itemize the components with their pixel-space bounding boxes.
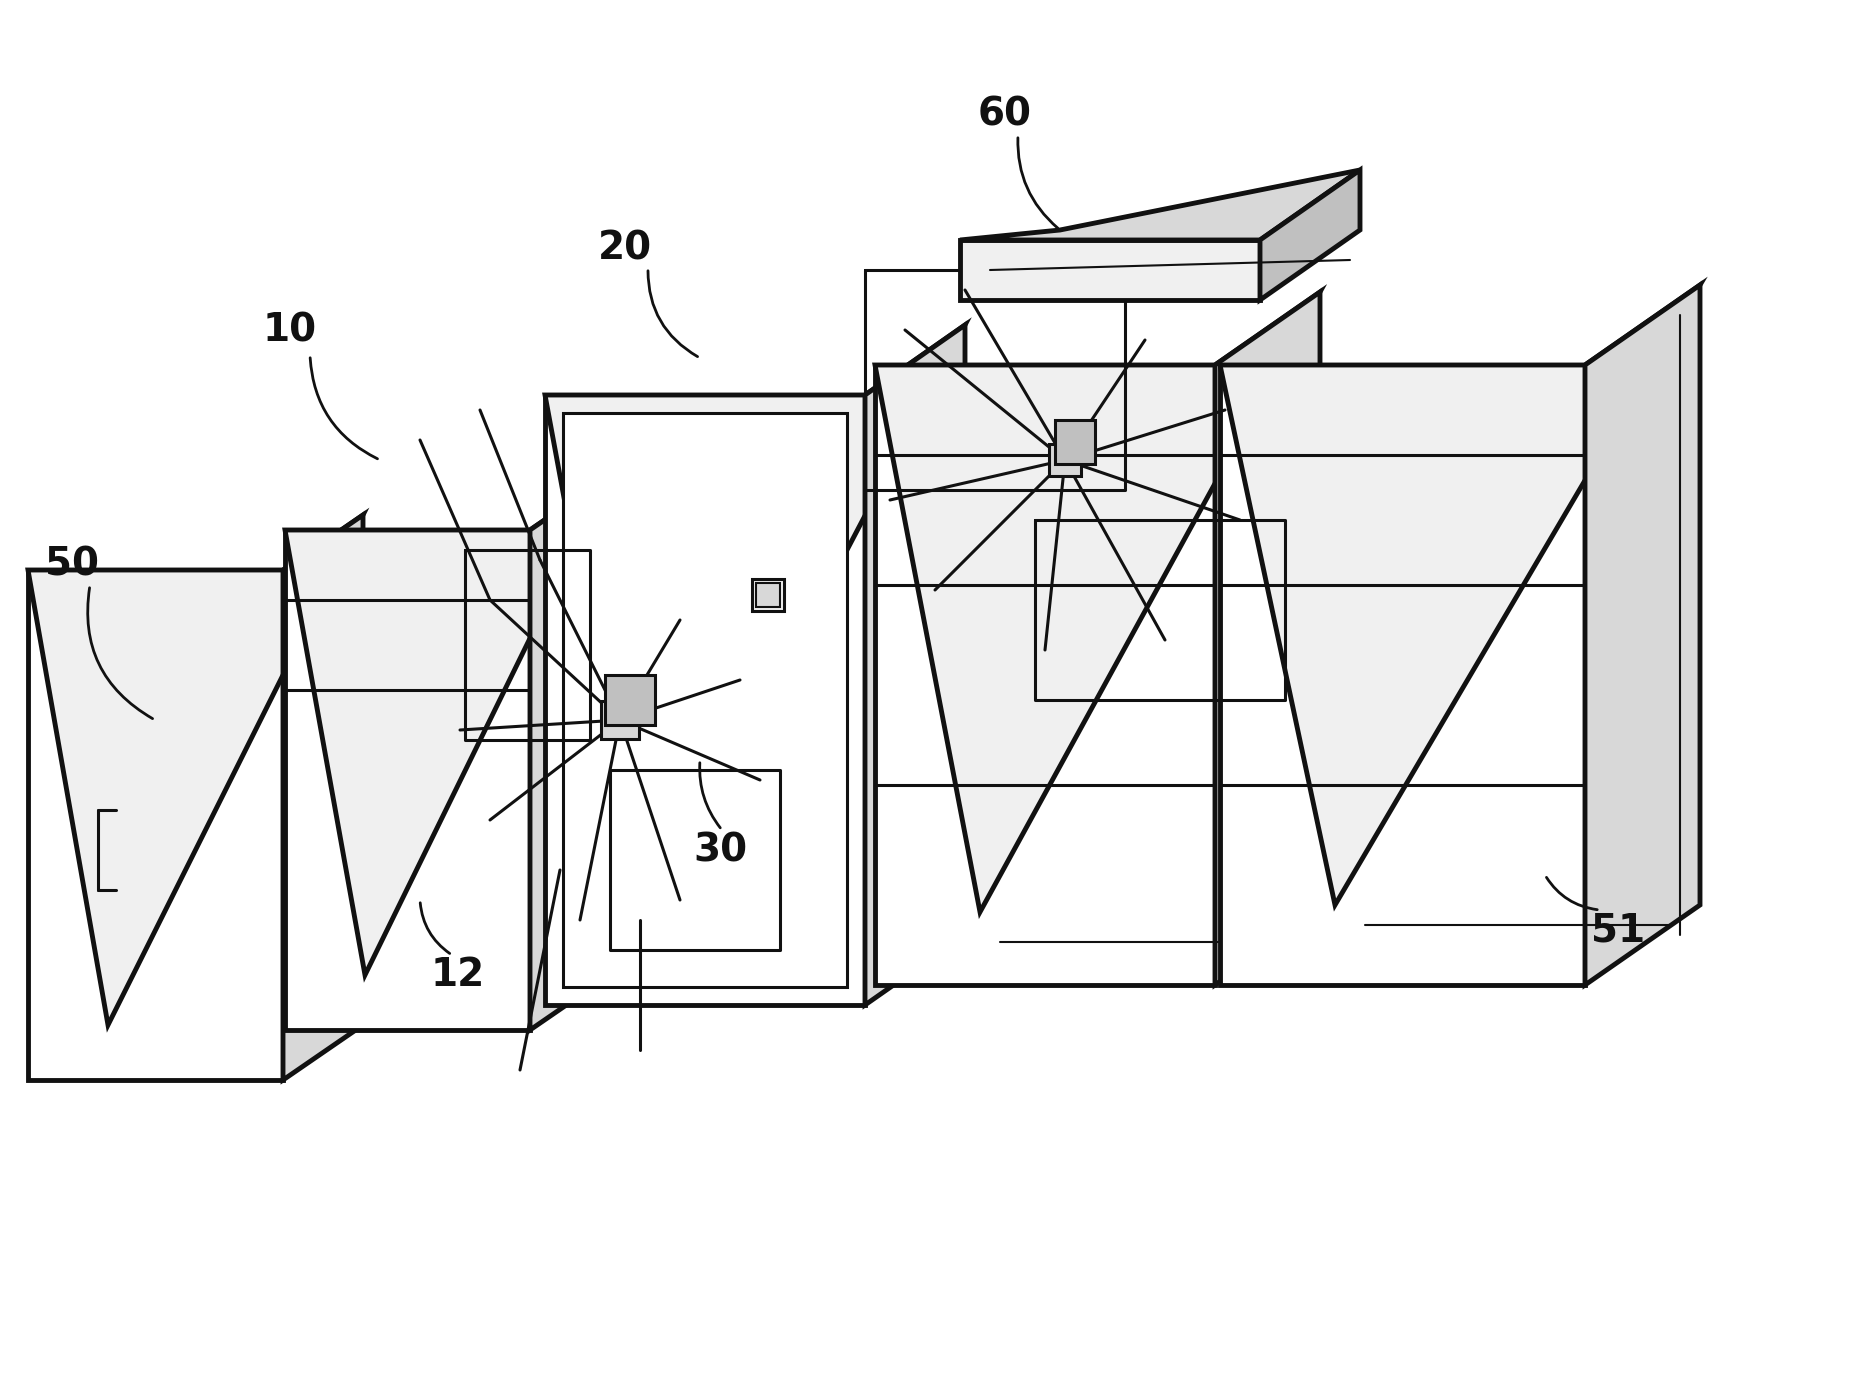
Polygon shape <box>864 325 965 1005</box>
Text: 50: 50 <box>45 546 98 584</box>
Text: 10: 10 <box>263 311 317 349</box>
Polygon shape <box>874 365 1215 986</box>
Polygon shape <box>1584 286 1699 986</box>
Polygon shape <box>28 570 282 1079</box>
Text: 12: 12 <box>430 956 484 994</box>
Polygon shape <box>755 582 779 608</box>
Text: 30: 30 <box>692 832 748 869</box>
Polygon shape <box>1260 169 1360 300</box>
Polygon shape <box>282 515 364 1079</box>
Polygon shape <box>959 239 1260 300</box>
Polygon shape <box>751 580 783 610</box>
Polygon shape <box>1048 444 1080 476</box>
Polygon shape <box>1219 286 1699 904</box>
Polygon shape <box>605 675 655 725</box>
Polygon shape <box>1215 293 1319 986</box>
Polygon shape <box>874 293 1319 911</box>
Polygon shape <box>286 475 610 974</box>
Polygon shape <box>531 475 610 1030</box>
Polygon shape <box>545 395 864 1005</box>
Text: 20: 20 <box>597 230 651 267</box>
Polygon shape <box>286 531 531 1030</box>
Polygon shape <box>1219 365 1584 986</box>
Polygon shape <box>601 701 638 739</box>
Polygon shape <box>545 325 965 935</box>
Polygon shape <box>1054 420 1094 463</box>
Text: 60: 60 <box>978 97 1031 134</box>
Polygon shape <box>562 413 846 987</box>
Polygon shape <box>28 515 364 1025</box>
Polygon shape <box>959 169 1360 239</box>
Text: 51: 51 <box>1590 911 1644 949</box>
